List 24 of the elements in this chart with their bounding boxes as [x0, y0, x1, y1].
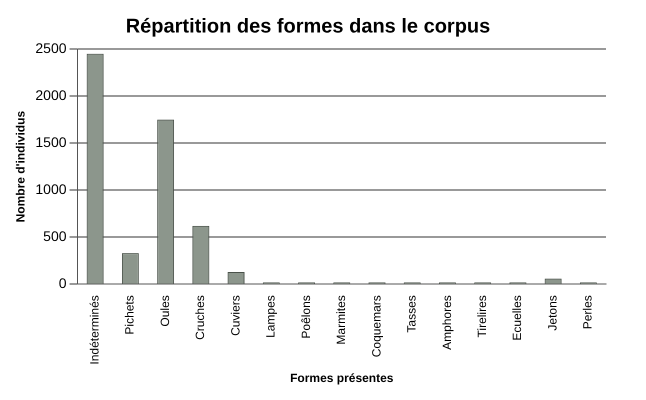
x-tick-label: Perles	[580, 295, 595, 330]
x-tick-label: Tasses	[404, 295, 419, 333]
y-axis-title: Nombre d'individus	[14, 110, 28, 222]
x-tick-label: Pichets	[122, 295, 137, 335]
x-tick-label: Marmites	[334, 295, 348, 345]
x-tick-label: Coquemars	[369, 295, 384, 358]
x-tick-label: Cuviers	[228, 295, 242, 336]
x-tick-label: Lampes	[264, 295, 278, 338]
x-tick-label: Jetons	[545, 295, 560, 331]
x-tick-label: Indéterminés	[87, 295, 102, 365]
x-tick-label: Amphores	[440, 295, 454, 350]
x-tick-label: Ecuelles	[510, 295, 524, 341]
y-tick-label: 1000	[35, 181, 67, 197]
x-tick-label: Tirelires	[475, 295, 490, 338]
x-tick-label: Poêlons	[298, 295, 313, 339]
x-axis-title: Formes présentes	[290, 371, 394, 386]
x-tick-label: Cruches	[193, 295, 208, 340]
x-tick-label: Oules	[158, 295, 172, 327]
y-tick-label: 0	[58, 275, 67, 292]
y-tick-label: 2500	[35, 40, 67, 56]
y-tick-label: 500	[43, 228, 67, 244]
y-tick-label: 2000	[35, 86, 67, 103]
y-tick-label: 1500	[35, 134, 67, 150]
chart-title: Répartition des formes dans le corpus	[126, 16, 490, 38]
